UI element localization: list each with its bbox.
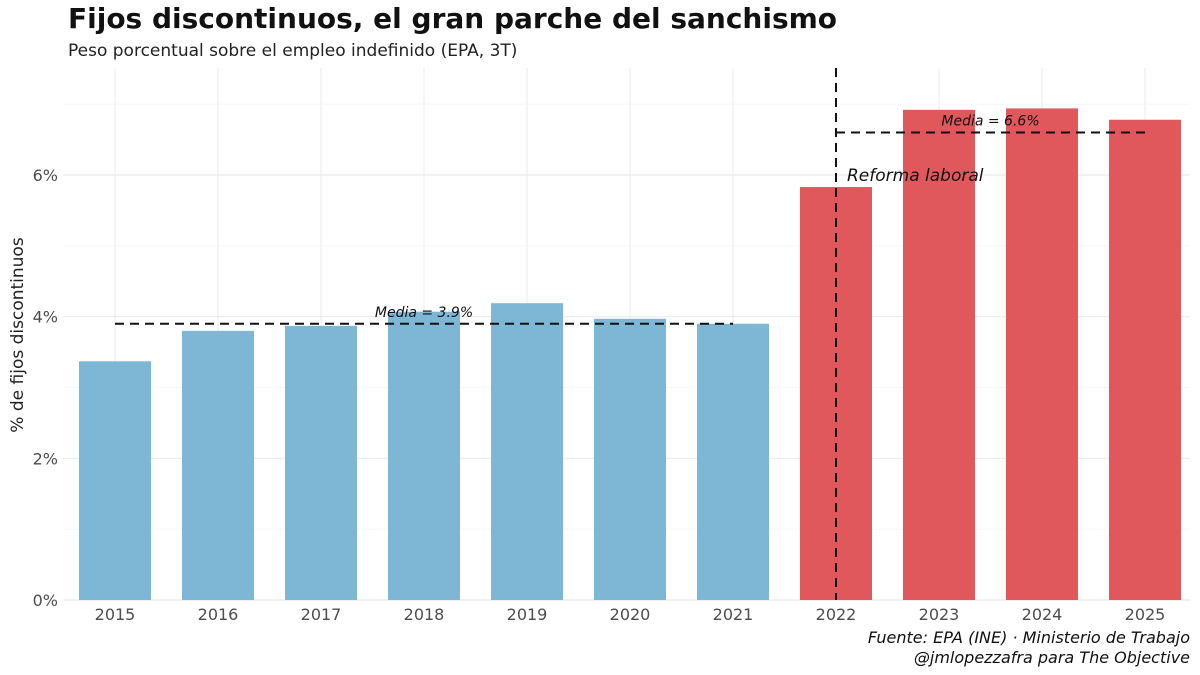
bar-2025 [1109,119,1181,600]
x-tick-label: 2021 [713,605,754,624]
caption-source: Fuente: EPA (INE) · Ministerio de Trabaj… [867,628,1190,647]
x-tick-label: 2020 [610,605,651,624]
x-tick-label: 2023 [919,605,960,624]
chart-title: Fijos discontinuos, el gran parche del s… [68,2,838,35]
mean-label-1: Media = 3.9% [375,305,473,321]
y-axis-title: % de fijos discontinuos [8,237,28,433]
bar-2019 [491,303,563,600]
chart-subtitle: Peso porcentual sobre el empleo indefini… [68,41,518,61]
x-tick-label: 2022 [816,605,857,624]
bars [79,108,1181,601]
bar-2015 [79,361,151,600]
y-tick-label: 4% [33,308,58,327]
bar-2018 [388,311,460,600]
x-tick-label: 2016 [198,605,239,624]
x-tick-label: 2018 [404,605,445,624]
axes: 2015 2016 2017 2018 2019 2020 2021 2022 2023 2024… [8,166,1165,624]
y-tick-label: 0% [33,591,58,610]
bar-2021 [697,323,769,600]
annotations: Media = 3.9% Media = 6.6% Reforma laboral [115,68,1145,600]
mean-label-2: Media = 6.6% [941,114,1039,130]
x-tick-label: 2025 [1125,605,1166,624]
bar-2017 [285,325,357,600]
caption-author: @jmlopezzafra para The Objective [913,648,1190,667]
y-tick-label: 2% [33,449,58,468]
bar-2020 [594,318,666,600]
y-tick-label: 6% [33,166,58,185]
bar-2016 [182,330,254,600]
x-tick-label: 2019 [507,605,548,624]
bar-2024 [1006,108,1078,601]
reform-label: Reforma laboral [847,166,984,186]
bar-2023 [903,109,975,600]
x-tick-label: 2024 [1022,605,1063,624]
x-tick-label: 2017 [301,605,342,624]
x-tick-label: 2015 [95,605,136,624]
